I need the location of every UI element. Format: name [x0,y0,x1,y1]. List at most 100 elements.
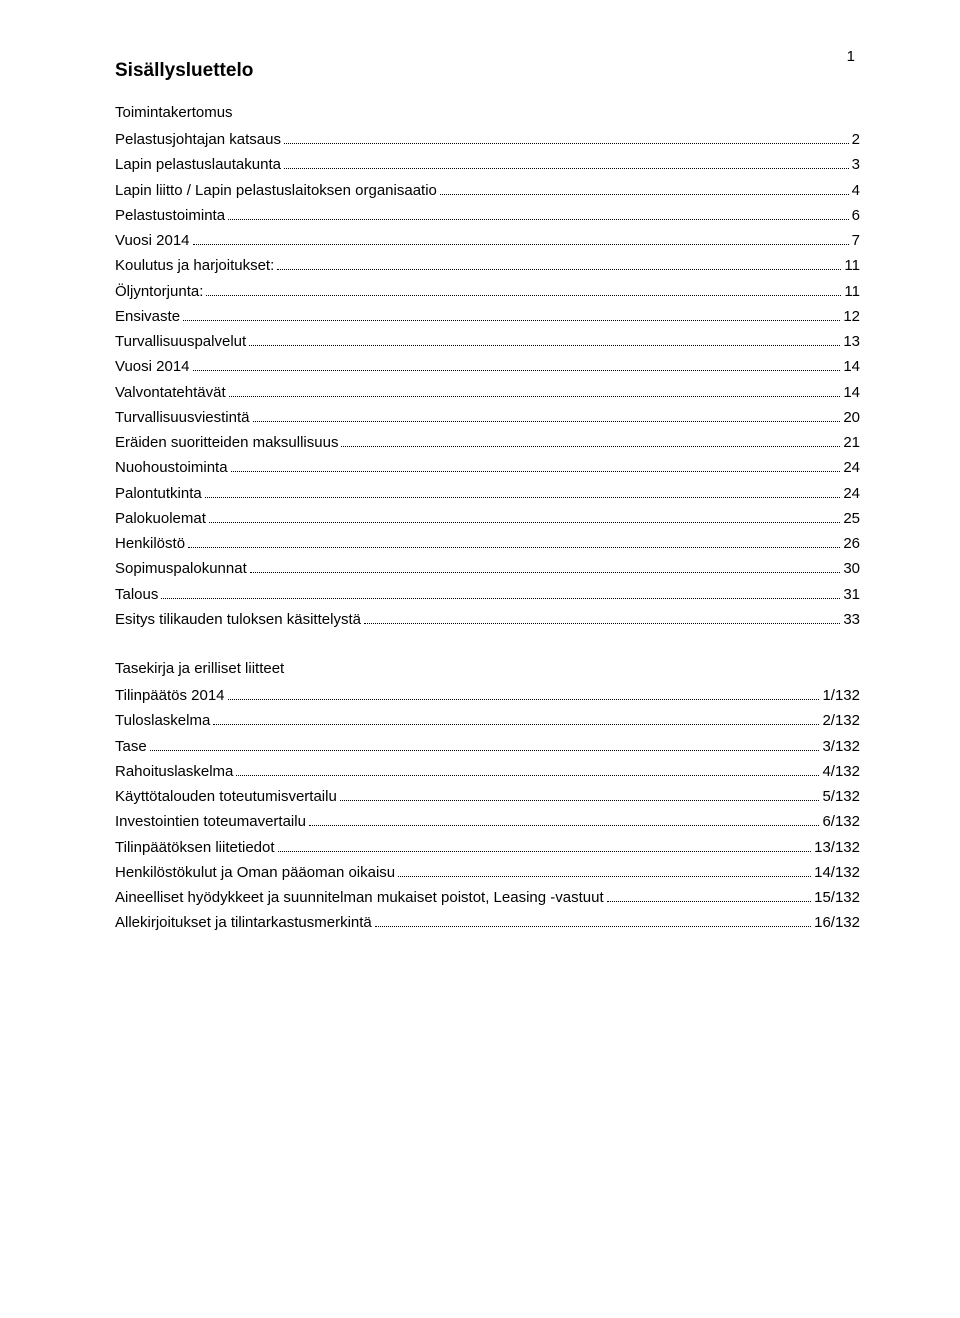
toc-entry: Valvontatehtävät 14 [115,382,860,404]
toc-entry: Käyttötalouden toteutumisvertailu 5/132 [115,786,860,808]
toc-leader-dots [183,320,840,321]
toc-entry: Sopimuspalokunnat30 [115,558,860,580]
toc-entry-page: 1/132 [822,685,860,707]
toc-leader-dots [188,547,840,548]
toc-leader-dots [206,295,841,296]
toc-entry-page: 13/132 [814,837,860,859]
toc-entry-text: Esitys tilikauden tuloksen käsittelystä [115,609,361,631]
toc-leader-dots [193,370,841,371]
toc-entry: Henkilöstö26 [115,533,860,555]
toc-entry-text: Sopimuspalokunnat [115,558,247,580]
toc-entry-text: Vuosi 2014 [115,230,190,252]
toc-entry: Ensivaste 12 [115,306,860,328]
toc-entry: Talous31 [115,584,860,606]
toc-section-1: Pelastusjohtajan katsaus2 Lapin pelastusl… [115,129,860,631]
toc-leader-dots [250,572,841,573]
toc-leader-dots [193,244,849,245]
toc-entry-text: Ensivaste [115,306,180,328]
toc-leader-dots [236,775,819,776]
page-number: 1 [847,48,855,65]
toc-entry-page: 3 [852,154,860,176]
toc-entry-page: 16/132 [814,912,860,934]
toc-entry: Henkilöstökulut ja Oman pääoman oikaisu1… [115,862,860,884]
toc-leader-dots [284,168,849,169]
toc-leader-dots [205,497,841,498]
toc-entry-page: 6/132 [822,811,860,833]
toc-entry-text: Lapin pelastuslautakunta [115,154,281,176]
toc-entry-text: Aineelliset hyödykkeet ja suunnitelman m… [115,887,604,909]
document-page: 1 Sisällysluettelo Toimintakertomus Pela… [0,0,960,1318]
toc-entry-page: 4/132 [822,761,860,783]
toc-entry-page: 5/132 [822,786,860,808]
toc-entry-text: Koulutus ja harjoitukset: [115,255,274,277]
toc-entry: Allekirjoitukset ja tilintarkastusmerkin… [115,912,860,934]
toc-entry: Pelastustoiminta6 [115,205,860,227]
toc-entry: Esitys tilikauden tuloksen käsittelystä3… [115,609,860,631]
toc-entry-text: Palokuolemat [115,508,206,530]
toc-leader-dots [340,800,820,801]
toc-entry: Turvallisuuspalvelut13 [115,331,860,353]
toc-entry: Lapin liitto / Lapin pelastuslaitoksen o… [115,180,860,202]
toc-title: Sisällysluettelo [115,60,860,82]
toc-entry: Palontutkinta 24 [115,483,860,505]
toc-leader-dots [398,876,811,877]
toc-entry: Koulutus ja harjoitukset:11 [115,255,860,277]
toc-entry-page: 20 [843,407,860,429]
toc-entry-page: 12 [843,306,860,328]
toc-leader-dots [277,269,841,270]
toc-leader-dots [209,522,840,523]
toc-leader-dots [284,143,849,144]
toc-entry: Tase 3/132 [115,736,860,758]
toc-entry-page: 24 [843,483,860,505]
toc-entry-text: Allekirjoitukset ja tilintarkastusmerkin… [115,912,372,934]
toc-entry: Lapin pelastuslautakunta 3 [115,154,860,176]
toc-entry-page: 14 [843,382,860,404]
toc-entry-text: Öljyntorjunta: [115,281,203,303]
toc-entry-text: Nuohoustoiminta [115,457,228,479]
toc-entry: Turvallisuusviestintä 20 [115,407,860,429]
toc-entry-page: 25 [843,508,860,530]
toc-entry-text: Talous [115,584,158,606]
toc-entry-page: 14 [843,356,860,378]
toc-entry-text: Vuosi 2014 [115,356,190,378]
toc-entry-text: Rahoituslaskelma [115,761,233,783]
toc-entry-page: 21 [843,432,860,454]
toc-leader-dots [161,598,840,599]
toc-leader-dots [228,699,820,700]
toc-entry: Tilinpäätös 20141/132 [115,685,860,707]
toc-leader-dots [440,194,849,195]
toc-leader-dots [278,851,812,852]
toc-entry-page: 11 [844,281,860,303]
toc-entry-text: Käyttötalouden toteutumisvertailu [115,786,337,808]
toc-entry-page: 6 [852,205,860,227]
section-label-2: Tasekirja ja erilliset liitteet [115,660,860,677]
toc-entry-text: Palontutkinta [115,483,202,505]
toc-entry: Palokuolemat 25 [115,508,860,530]
toc-leader-dots [249,345,840,346]
toc-entry-text: Lapin liitto / Lapin pelastuslaitoksen o… [115,180,437,202]
toc-entry-page: 14/132 [814,862,860,884]
toc-entry-page: 26 [843,533,860,555]
toc-entry: Investointien toteumavertailu 6/132 [115,811,860,833]
toc-section-2: Tilinpäätös 20141/132Tuloslaskelma2/132T… [115,685,860,934]
toc-leader-dots [607,901,812,902]
toc-leader-dots [150,750,820,751]
toc-entry: Tilinpäätöksen liitetiedot 13/132 [115,837,860,859]
toc-entry: Pelastusjohtajan katsaus2 [115,129,860,151]
toc-entry-text: Investointien toteumavertailu [115,811,306,833]
toc-leader-dots [309,825,820,826]
toc-entry-text: Turvallisuusviestintä [115,407,250,429]
toc-entry: Öljyntorjunta: 11 [115,281,860,303]
spacer [115,634,860,660]
toc-entry-text: Tilinpäätöksen liitetiedot [115,837,275,859]
toc-entry-text: Eräiden suoritteiden maksullisuus [115,432,338,454]
toc-entry: Vuosi 20147 [115,230,860,252]
toc-leader-dots [253,421,841,422]
toc-entry-text: Valvontatehtävät [115,382,226,404]
toc-entry-page: 2/132 [822,710,860,732]
toc-entry-text: Tase [115,736,147,758]
toc-entry-page: 4 [852,180,860,202]
toc-entry-page: 3/132 [822,736,860,758]
toc-leader-dots [341,446,840,447]
section-label-1: Toimintakertomus [115,104,860,121]
